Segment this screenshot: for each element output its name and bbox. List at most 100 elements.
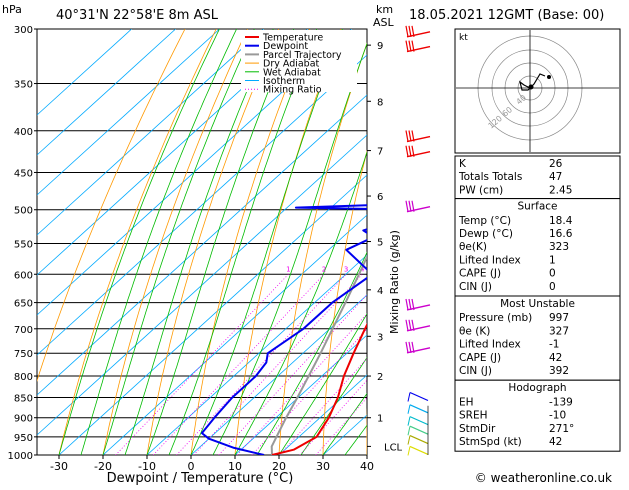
temperature-tick-label: 10 xyxy=(228,460,242,473)
dry-adiabat-line xyxy=(278,42,367,455)
temperature-tick-label: 40 xyxy=(360,460,374,473)
panel-row-value: 997 xyxy=(549,312,569,324)
km-label: 9 xyxy=(377,41,383,52)
isotherm-line xyxy=(37,29,264,236)
legend-box xyxy=(241,30,357,92)
wind-barb-flag xyxy=(407,426,411,436)
parcel-trajectory-line xyxy=(270,254,367,455)
wind-barb-staff xyxy=(409,416,429,426)
panel-row-value: -1 xyxy=(549,339,559,351)
dewpoint-line xyxy=(200,204,367,455)
panel-box xyxy=(454,155,621,200)
wet-adiabat-line xyxy=(322,392,367,455)
dry-adiabat-line xyxy=(190,29,311,455)
wet-adiabat-line xyxy=(212,42,367,455)
panel-row-label: CIN (J) xyxy=(459,365,492,377)
wind-barb-flag xyxy=(411,40,415,52)
panel-row-value: 392 xyxy=(549,365,569,377)
wet-adiabat-line xyxy=(278,313,367,455)
pressure-tick-label: 700 xyxy=(14,325,33,336)
mixing-ratio-line xyxy=(279,357,367,455)
panel-row-value: 26 xyxy=(549,158,563,170)
legend-label: Isotherm xyxy=(263,76,305,87)
panel-row-value: 0 xyxy=(549,281,556,293)
mixing-ratio-line xyxy=(176,273,347,455)
pressure-tick-label: 300 xyxy=(14,25,33,36)
wind-barb-flag xyxy=(407,416,411,426)
hodograph-end-point xyxy=(547,75,551,79)
km-label: LCL xyxy=(384,442,403,453)
mixing-ratio-label: 3 xyxy=(344,265,348,273)
isotherm-line xyxy=(58,174,367,455)
km-label: 7 xyxy=(377,147,383,158)
isotherm-line xyxy=(190,294,367,455)
pressure-tick-label: 850 xyxy=(14,393,33,404)
panel-row-label: CIN (J) xyxy=(459,281,492,293)
mixing-ratio-label: 8 xyxy=(401,265,405,273)
temperature-tick-label: -20 xyxy=(94,460,112,473)
wind-barb-flag xyxy=(405,130,409,142)
hodograph-storm-motion xyxy=(528,84,534,90)
km-label: 8 xyxy=(377,97,383,108)
temperature-line xyxy=(271,322,367,455)
wind-barb-flag xyxy=(408,25,412,37)
panel-row-label: Lifted Index xyxy=(459,339,521,351)
isotherm-line xyxy=(37,29,132,116)
wet-adiabat-line xyxy=(102,29,255,455)
pressure-tick-label: 750 xyxy=(14,349,33,360)
wet-adiabat-line xyxy=(168,29,318,455)
dry-adiabat-line xyxy=(37,29,186,383)
legend-label: Temperature xyxy=(262,33,323,44)
pressure-tick-label: 550 xyxy=(14,239,33,250)
panel-row-label: θe (K) xyxy=(459,325,490,337)
panel-row-value: 42 xyxy=(549,352,562,364)
legend-label: Dry Adiabat xyxy=(263,59,320,70)
panel-row-label: Dewp (°C) xyxy=(459,228,513,240)
asl-label: ASL xyxy=(373,16,395,29)
pressure-tick-label: 1000 xyxy=(8,451,33,462)
wind-barb-flag xyxy=(411,298,415,311)
dry-adiabat-line xyxy=(234,29,342,455)
mixing-ratio-line xyxy=(115,273,289,455)
wind-barb-flag xyxy=(405,341,409,353)
mixing-ratio-label: 4 xyxy=(360,265,365,273)
indices-panel: K 26 Totals Totals 47 PW (cm) 2.45 Surface Temp… xyxy=(454,155,621,452)
wind-barb-flag xyxy=(411,341,415,353)
pressure-tick-label: 600 xyxy=(14,270,33,281)
wind-barb-staff xyxy=(409,435,429,445)
pressure-tick-label: 800 xyxy=(14,372,33,383)
pressure-tick-label: 650 xyxy=(14,299,33,310)
km-label: 6 xyxy=(377,192,383,203)
dry-adiabat-line xyxy=(58,29,217,455)
panel-row-value: -10 xyxy=(549,410,566,422)
legend-label: Wet Adiabat xyxy=(263,67,321,78)
wind-barb-flag xyxy=(407,446,411,456)
panel-row-value: 0 xyxy=(549,268,556,280)
panel-row-value: 327 xyxy=(549,325,569,337)
isotherm-line xyxy=(102,214,367,455)
panel-section-title: Most Unstable xyxy=(500,298,575,310)
mixing-ratio-line xyxy=(152,273,325,455)
date-title: 18.05.2021 12GMT (Base: 00) xyxy=(409,8,604,23)
legend-label: Dewpoint xyxy=(263,41,308,52)
mixing-ratio-label: 2 xyxy=(322,265,326,273)
pressure-tick-label: 350 xyxy=(14,80,33,91)
wind-barb-flag xyxy=(408,200,412,212)
panel-box xyxy=(454,198,621,297)
temperature-tick-label: -10 xyxy=(138,460,156,473)
legend-label: Mixing Ratio xyxy=(263,85,322,96)
temperature-tick-label: 30 xyxy=(316,460,330,473)
panel-row-label: CAPE (J) xyxy=(459,352,501,364)
mixing-ratio-axis-label: Mixing Ratio (g/kg) xyxy=(388,230,401,334)
wind-barb-flag xyxy=(407,404,411,414)
wet-adiabat-line xyxy=(234,150,367,455)
wind-barb-flag xyxy=(408,40,412,52)
wet-adiabat-line xyxy=(256,251,367,455)
wind-barb-flag xyxy=(411,130,415,142)
isotherm-line xyxy=(278,374,367,455)
wind-barb-flag xyxy=(405,40,409,52)
isotherm-line xyxy=(37,29,308,276)
